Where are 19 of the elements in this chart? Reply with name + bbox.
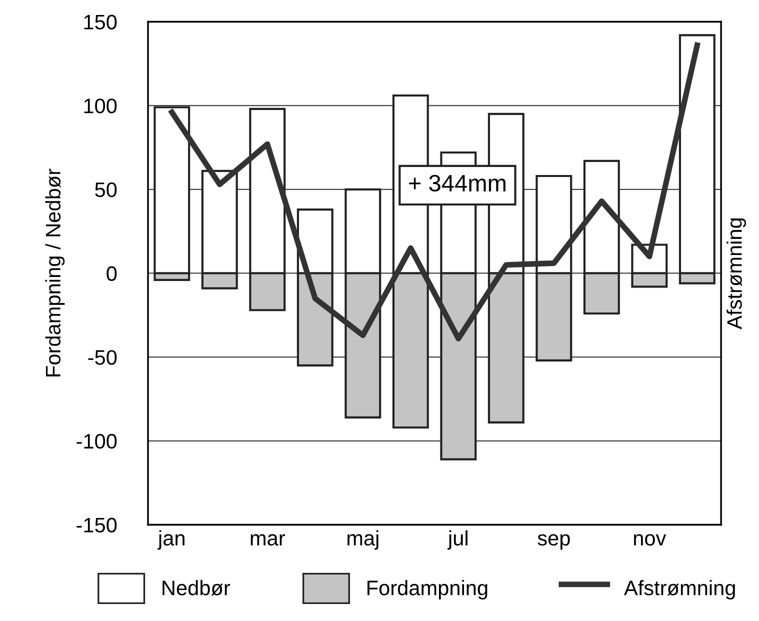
y-tick-label: -50 [88,350,117,365]
legend-label: Nedbør [162,580,230,596]
annotation: + 344mm [409,174,506,192]
legend-label: Fordampning [368,580,488,600]
x-tick-label: mar [250,534,285,546]
x-tick-label: maj [347,530,378,550]
x-tick-label: jul [447,530,468,550]
x-tick-label: jan [157,530,184,550]
legend-label: Afstrømning [624,580,735,600]
x-tick-label: sep [538,534,570,550]
y-tick-label: 150 [84,14,117,30]
y2-axis-title: Afstrømning [726,218,746,330]
y-tick-label: -100 [76,434,117,449]
y-tick-label: 0 [106,266,117,281]
y-axis-title: Fordampning / Nedbør [45,168,65,376]
y-tick-label: -150 [76,518,117,532]
y-tick-label: 50 [95,182,117,198]
x-tick-label: nov [634,534,666,546]
y-tick-label: 100 [84,98,117,114]
